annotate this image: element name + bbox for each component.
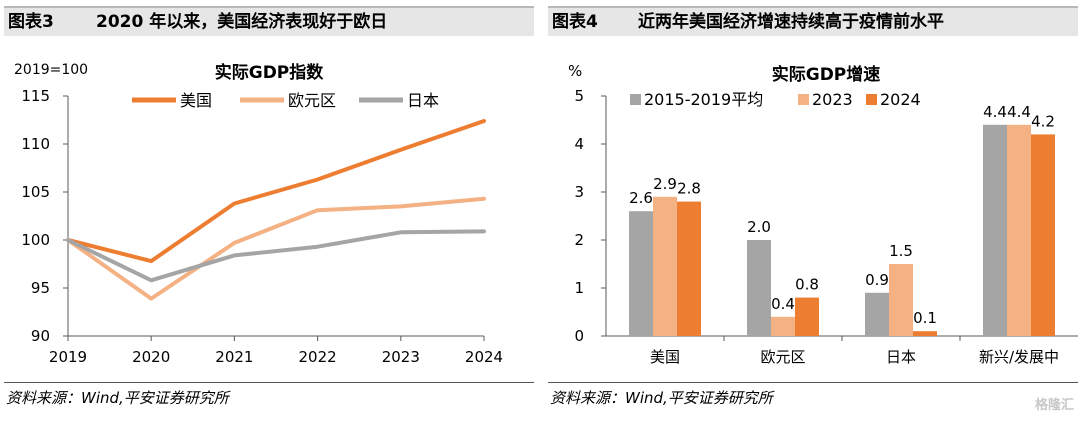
figure-3-panel: 图表3 2020 年以来，美国经济表现好于欧日 2019=100 实际GDP指数 9… [4, 0, 534, 422]
bar-data-label: 2.6 [629, 189, 653, 207]
legend-swatch-2 [866, 94, 877, 105]
y-tick-label: 90 [31, 327, 50, 345]
bar-data-label: 4.4 [983, 103, 1007, 121]
bar-0-3 [983, 124, 1007, 336]
x-category-label: 新兴/发展中 [979, 348, 1059, 366]
figure-4-source: 资料来源：Wind,平安证券研究所 [550, 389, 773, 407]
figure-3-title: 2020 年以来，美国经济表现好于欧日 [96, 12, 388, 32]
bar-1-2 [889, 264, 913, 336]
legend-label-1: 欧元区 [288, 91, 336, 110]
figure-4-header: 图表4 近两年美国经济增速持续高于疫情前水平 [548, 6, 1078, 36]
bar-data-label: 2.9 [653, 175, 677, 193]
figure-3-header: 图表3 2020 年以来，美国经济表现好于欧日 [4, 6, 534, 36]
bar-data-label: 2.8 [677, 180, 701, 198]
bar-data-label: 0.9 [865, 271, 889, 289]
x-category-label: 日本 [886, 348, 916, 366]
bar-data-label: 0.8 [795, 276, 819, 294]
legend-swatch-0 [630, 94, 641, 105]
y-tick-label: 100 [21, 231, 50, 249]
bar-1-0 [653, 196, 677, 336]
bar-data-label: 4.2 [1031, 112, 1055, 130]
y-tick-label: 3 [574, 183, 584, 201]
series-line-1 [66, 196, 486, 301]
y-tick-label: 105 [21, 183, 50, 201]
bar-data-label: 2.0 [747, 218, 771, 236]
gdp-growth-bar-chart: % 实际GDP增速 0 1 2 3 4 5 美国 2.62.9 2.8 欧元区 2.0 0.40.8 日本 0… [568, 62, 1078, 366]
bar-0-0 [629, 211, 653, 336]
chart-title: 实际GDP指数 [215, 62, 325, 83]
legend-label-1: 2023 [812, 90, 853, 109]
figure-3-divider [4, 382, 534, 383]
bar-data-label: 4.4 [1007, 103, 1031, 121]
bar-data-label: 0.1 [913, 309, 937, 327]
figure-3-number: 图表3 [8, 12, 54, 32]
figure-3-source: 资料来源：Wind,平安证券研究所 [6, 389, 229, 407]
y-tick-label: 110 [21, 135, 50, 153]
legend-label-0: 美国 [180, 91, 212, 110]
y-tick-label: 5 [574, 87, 584, 105]
x-category-label: 欧元区 [760, 348, 805, 366]
x-category-label: 美国 [650, 348, 680, 366]
bar-2-3 [1031, 134, 1055, 336]
y-unit-label: 2019=100 [14, 62, 88, 78]
legend-label-2: 2024 [880, 90, 921, 109]
x-tick-label: 2021 [215, 348, 253, 366]
gdp-index-line-chart: 2019=100 实际GDP指数 90 95 100 105 110 115 2019 2020 2… [14, 62, 503, 366]
bar-1-3 [1007, 124, 1031, 336]
y-tick-label: 4 [574, 135, 584, 153]
y-tick-label: 0 [574, 327, 584, 345]
figure-4-divider [548, 382, 1078, 383]
bar-data-label: 0.4 [771, 295, 795, 313]
x-tick-label: 2022 [299, 348, 337, 366]
series-line-2 [66, 229, 486, 283]
y-tick-label: 1 [574, 279, 584, 297]
bar-2-0 [677, 201, 701, 336]
bar-0-2 [865, 292, 889, 336]
chart-title: 实际GDP增速 [772, 64, 881, 85]
x-tick-label: 2024 [465, 348, 503, 366]
bar-2-1 [795, 297, 819, 336]
bar-0-1 [747, 240, 771, 336]
legend-label-2: 日本 [407, 91, 439, 110]
bar-2-2 [913, 331, 937, 336]
figure-4-number: 图表4 [552, 12, 598, 32]
watermark-logo: 格隆汇 [1034, 398, 1074, 413]
y-tick-label: 115 [21, 87, 50, 105]
legend-label-0: 2015-2019平均 [644, 90, 763, 109]
series-line-0 [66, 119, 486, 264]
bar-data-label: 1.5 [889, 242, 913, 260]
legend-swatch-1 [798, 94, 809, 105]
y-unit-label: % [568, 62, 582, 80]
y-tick-label: 2 [574, 231, 584, 249]
x-tick-label: 2019 [49, 348, 87, 366]
bar-1-1 [771, 316, 795, 336]
figure-4-panel: 图表4 近两年美国经济增速持续高于疫情前水平 % 实际GDP增速 0 1 2 3 4 5 美国 2… [548, 0, 1078, 422]
y-tick-label: 95 [31, 279, 50, 297]
figure-4-title: 近两年美国经济增速持续高于疫情前水平 [638, 12, 944, 32]
x-tick-label: 2020 [132, 348, 170, 366]
x-tick-label: 2023 [382, 348, 420, 366]
